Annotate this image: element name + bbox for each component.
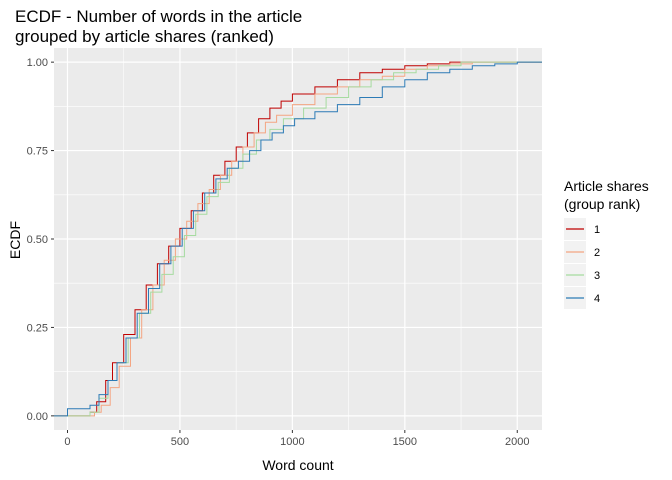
legend-label-4: 4 [594, 293, 600, 305]
y-tick-label: 0.50 [27, 234, 48, 246]
y-tick-label: 0.00 [27, 411, 48, 423]
x-axis-title: Word count [262, 457, 333, 473]
y-tick-label: 0.75 [27, 146, 48, 158]
x-tick-label: 0 [64, 436, 70, 448]
x-tick-label: 2000 [505, 436, 529, 448]
y-axis-ticks: 0.00 0.25 0.50 0.75 1.00 [27, 57, 54, 423]
chart-title-line-1: ECDF - Number of words in the article [15, 7, 302, 26]
y-axis-title: ECDF [7, 221, 23, 259]
legend-label-1: 1 [594, 224, 600, 236]
legend-title-line-2: (group rank) [564, 196, 640, 212]
x-tick-label: 1500 [393, 436, 417, 448]
legend-label-2: 2 [594, 247, 600, 259]
series-line-4 [54, 61, 542, 417]
y-tick-label: 1.00 [27, 57, 48, 69]
series-layer [54, 61, 542, 417]
chart-title-line-2: grouped by article shares (ranked) [15, 27, 274, 46]
y-tick-label: 0.25 [27, 322, 48, 334]
legend-title-line-1: Article shares [564, 178, 649, 194]
series-line-2 [54, 61, 542, 417]
legend: Article shares (group rank) 1 2 3 4 [564, 178, 649, 309]
x-axis-ticks: 0 500 1000 1500 2000 [64, 430, 530, 448]
x-tick-label: 1000 [280, 436, 304, 448]
x-tick-label: 500 [171, 436, 189, 448]
legend-label-3: 3 [594, 270, 600, 282]
